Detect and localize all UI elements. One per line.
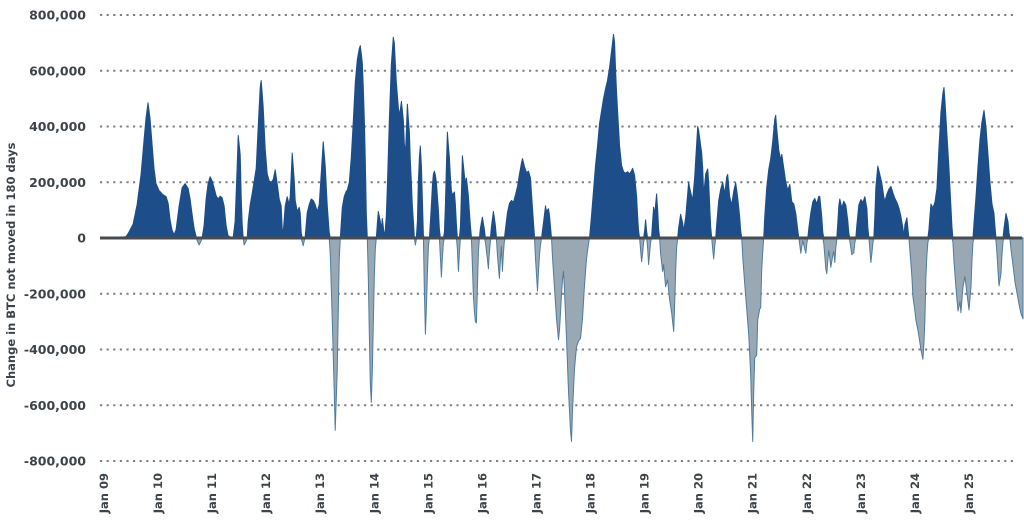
y-tick-label: -400,000	[24, 342, 86, 357]
x-tick-label: Jan 13	[313, 473, 327, 514]
x-tick-label: Jan 09	[97, 473, 111, 514]
x-tick-label: Jan 10	[151, 473, 165, 514]
x-tick-label: Jan 12	[259, 473, 273, 514]
y-tick-label: 0	[77, 231, 86, 246]
y-tick-label: 600,000	[29, 63, 86, 78]
y-axis-title: Change in BTC not moved in 180 days	[4, 142, 18, 387]
x-tick-label: Jan 17	[530, 473, 544, 514]
x-tick-label: Jan 15	[421, 473, 435, 514]
x-tick-label: Jan 20	[692, 473, 706, 514]
x-tick-label: Jan 21	[746, 473, 760, 514]
y-tick-label: -200,000	[24, 286, 86, 301]
x-tick-label: Jan 23	[854, 473, 868, 514]
x-tick-label: Jan 16	[475, 473, 489, 514]
y-tick-label: -800,000	[24, 454, 86, 469]
x-tick-label: Jan 14	[367, 473, 381, 514]
x-tick-label: Jan 25	[962, 473, 976, 514]
y-tick-label: -600,000	[24, 398, 86, 413]
x-tick-label: Jan 24	[908, 473, 922, 514]
x-tick-label: Jan 19	[638, 473, 652, 514]
x-tick-label: Jan 22	[800, 473, 814, 514]
x-tick-label: Jan 18	[584, 473, 598, 514]
y-tick-label: 400,000	[29, 119, 86, 134]
y-tick-label: 800,000	[29, 8, 86, 23]
x-tick-label: Jan 11	[205, 473, 219, 514]
y-tick-label: 200,000	[29, 175, 86, 190]
